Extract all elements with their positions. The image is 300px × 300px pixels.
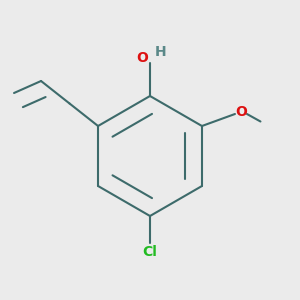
Text: O: O bbox=[136, 51, 148, 64]
Text: H: H bbox=[155, 45, 166, 58]
Text: Cl: Cl bbox=[142, 245, 158, 259]
Text: O: O bbox=[236, 106, 247, 119]
